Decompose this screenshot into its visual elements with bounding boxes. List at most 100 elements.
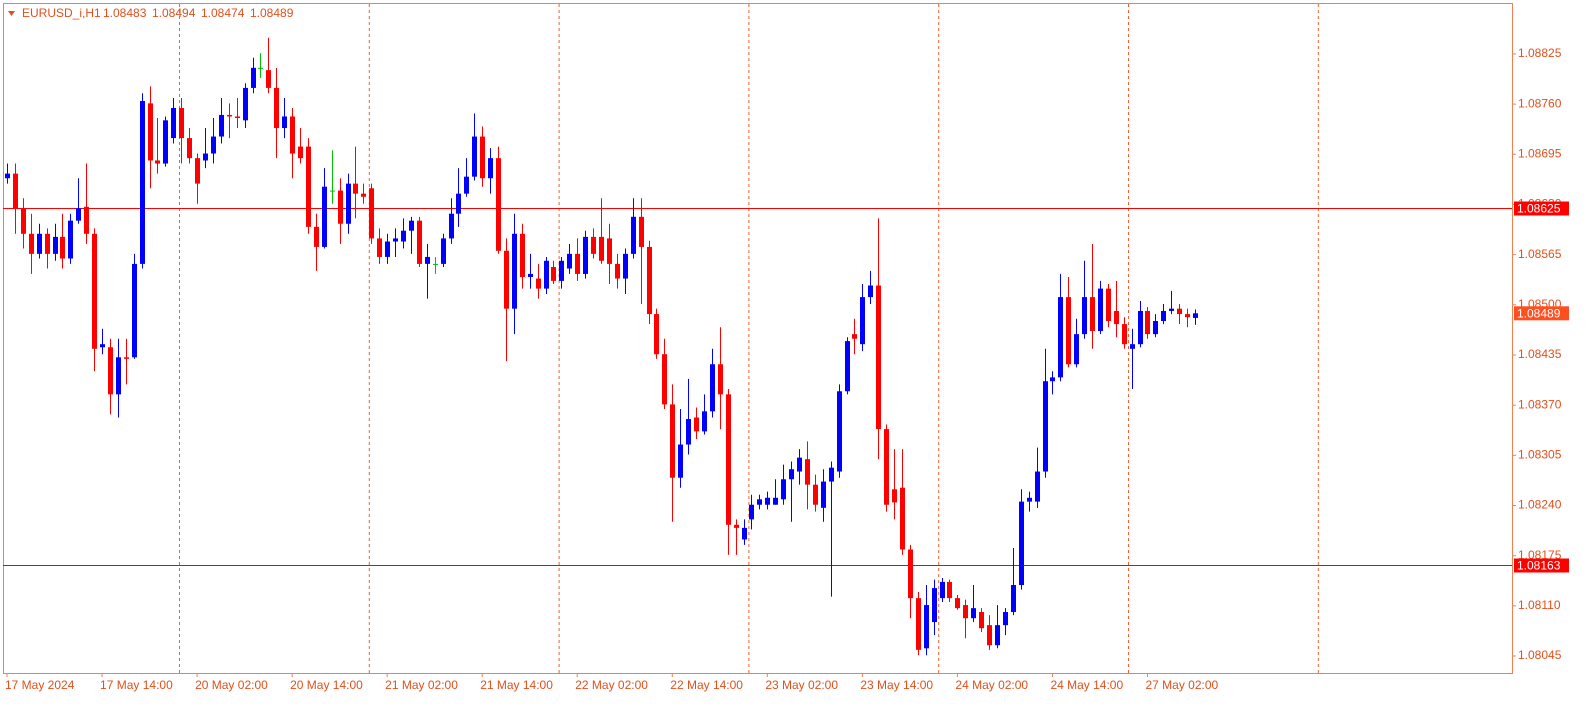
candle-body bbox=[852, 334, 857, 339]
candle-body bbox=[599, 236, 604, 261]
candle-body bbox=[924, 605, 929, 649]
candle-body bbox=[227, 114, 232, 117]
candle-body bbox=[298, 146, 303, 159]
candle-body bbox=[346, 183, 351, 224]
candle-body bbox=[290, 116, 295, 154]
y-tick-label: 1.08175 bbox=[1518, 548, 1562, 562]
candle-body bbox=[116, 357, 121, 395]
ohlc-value: 1.08489 bbox=[250, 6, 294, 20]
candle-body bbox=[148, 103, 153, 161]
candle-body bbox=[900, 487, 905, 550]
candle-body bbox=[892, 489, 897, 503]
candle-body bbox=[694, 417, 699, 432]
candle-body bbox=[789, 469, 794, 480]
level-label: 1.08625 bbox=[1517, 202, 1561, 216]
candle-body bbox=[353, 183, 358, 194]
candle-body bbox=[512, 233, 517, 309]
candle-body bbox=[1066, 297, 1071, 365]
candle-body bbox=[947, 581, 952, 599]
candle-body bbox=[338, 190, 343, 224]
candle-body bbox=[963, 605, 968, 619]
candle-body bbox=[219, 114, 224, 137]
candle-body bbox=[1169, 308, 1174, 311]
y-tick-label: 1.08825 bbox=[1518, 46, 1562, 60]
candle-body bbox=[639, 216, 644, 247]
ohlc-value: 1.08474 bbox=[201, 6, 245, 20]
candle-body bbox=[749, 504, 754, 520]
x-tick-label: 21 May 02:00 bbox=[385, 678, 458, 692]
candle-body bbox=[163, 120, 168, 164]
candle-body bbox=[757, 499, 762, 505]
candle-body bbox=[60, 236, 65, 259]
level-label-box bbox=[1514, 558, 1569, 573]
candle-body bbox=[623, 253, 628, 279]
candle-body bbox=[1185, 314, 1190, 318]
candle-body bbox=[92, 233, 97, 349]
candle-body bbox=[916, 598, 921, 650]
candle-body bbox=[84, 206, 89, 234]
candle-body bbox=[1098, 288, 1103, 332]
candle-body bbox=[140, 101, 145, 264]
candle-body bbox=[68, 220, 73, 259]
candle-body bbox=[908, 549, 913, 599]
symbol-label: EURUSD_i,H1 bbox=[22, 6, 101, 20]
bid-label-box bbox=[1514, 306, 1569, 321]
candle-body bbox=[654, 314, 659, 355]
candle-body bbox=[480, 136, 485, 179]
candle-body bbox=[868, 285, 873, 298]
candle-body bbox=[187, 138, 192, 159]
candle-body bbox=[1138, 310, 1143, 345]
candle-body bbox=[274, 87, 279, 129]
candle-body bbox=[781, 479, 786, 500]
x-tick-label: 24 May 02:00 bbox=[955, 678, 1028, 692]
ohlc-header: 1.08483 1.08494 1.08474 1.08489 bbox=[103, 6, 294, 20]
y-tick-label: 1.08305 bbox=[1518, 447, 1562, 461]
candle-body bbox=[13, 173, 18, 209]
x-tick-label: 27 May 02:00 bbox=[1145, 678, 1218, 692]
candle-body bbox=[670, 404, 675, 478]
candle-body bbox=[845, 341, 850, 392]
candle-body bbox=[496, 158, 501, 251]
x-tick-label: 23 May 14:00 bbox=[860, 678, 933, 692]
plot-frame bbox=[3, 3, 1513, 674]
candle-body bbox=[1003, 612, 1008, 626]
candle-body bbox=[37, 233, 42, 254]
candle-body bbox=[979, 612, 984, 629]
candle-body bbox=[132, 263, 137, 358]
candle-body bbox=[449, 213, 454, 239]
candle-body bbox=[536, 278, 541, 289]
candle-body bbox=[544, 260, 549, 289]
candle-body bbox=[393, 238, 398, 242]
candle-body bbox=[876, 285, 881, 430]
candle-body bbox=[773, 497, 778, 505]
candle-body bbox=[76, 208, 81, 221]
candle-body bbox=[1050, 377, 1055, 382]
x-tick-label: 24 May 14:00 bbox=[1050, 678, 1123, 692]
candle-body bbox=[718, 364, 723, 395]
y-tick-label: 1.08760 bbox=[1518, 96, 1562, 110]
candle-body bbox=[5, 173, 10, 179]
candle-body bbox=[369, 188, 374, 239]
y-tick-label: 1.08370 bbox=[1518, 397, 1562, 411]
candle-body bbox=[520, 233, 525, 278]
x-tick-label: 23 May 02:00 bbox=[765, 678, 838, 692]
bid-label: 1.08489 bbox=[1517, 306, 1561, 320]
candle-body bbox=[955, 598, 960, 609]
candle-body bbox=[686, 419, 691, 445]
candle-body bbox=[266, 70, 271, 88]
candle-body bbox=[211, 136, 216, 154]
candle-body bbox=[1122, 324, 1127, 345]
candle-body bbox=[678, 444, 683, 478]
x-tick-label: 22 May 02:00 bbox=[575, 678, 648, 692]
candle-body bbox=[1082, 297, 1087, 335]
candle-body bbox=[932, 588, 937, 623]
candle-body bbox=[710, 364, 715, 412]
x-tick-label: 22 May 14:00 bbox=[670, 678, 743, 692]
candle-body bbox=[203, 153, 208, 161]
candle-body bbox=[441, 238, 446, 264]
candle-body bbox=[559, 260, 564, 281]
collapse-arrow[interactable] bbox=[8, 11, 15, 16]
candle-body bbox=[702, 411, 707, 432]
